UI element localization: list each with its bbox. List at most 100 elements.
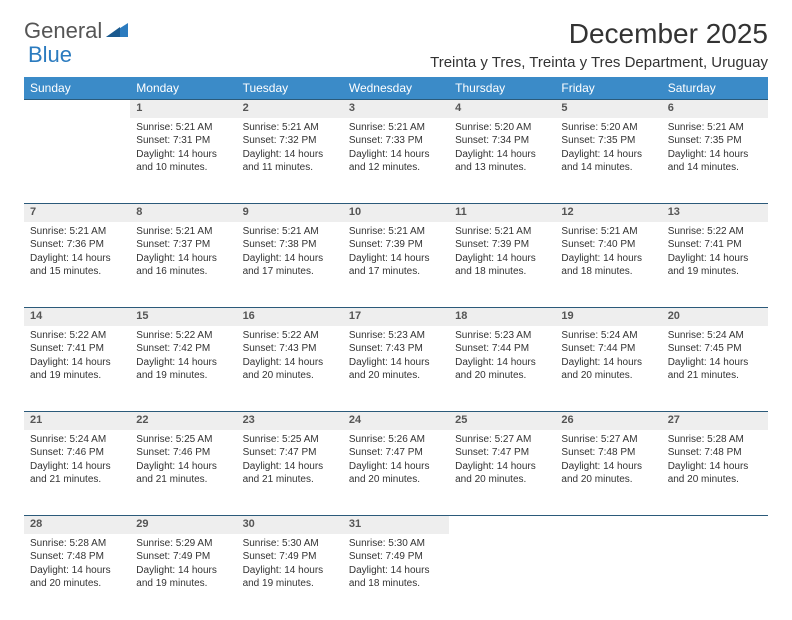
day-content-cell: Sunrise: 5:21 AMSunset: 7:36 PMDaylight:… [24, 222, 130, 308]
daylight-text: Daylight: 14 hours and 20 minutes. [668, 460, 762, 487]
sunset-text: Sunset: 7:48 PM [561, 446, 655, 460]
day-content-cell: Sunrise: 5:24 AMSunset: 7:46 PMDaylight:… [24, 430, 130, 516]
logo-text-general: General [24, 18, 102, 44]
day-number-cell: 7 [24, 204, 130, 222]
logo-text-blue-wrap: Blue [28, 42, 72, 68]
day-content-cell: Sunrise: 5:21 AMSunset: 7:37 PMDaylight:… [130, 222, 236, 308]
daylight-text: Daylight: 14 hours and 20 minutes. [349, 460, 443, 487]
sunset-text: Sunset: 7:43 PM [349, 342, 443, 356]
daylight-text: Daylight: 14 hours and 18 minutes. [561, 252, 655, 279]
day-number-cell: 2 [237, 100, 343, 118]
sunrise-text: Sunrise: 5:21 AM [243, 225, 337, 239]
sunrise-text: Sunrise: 5:27 AM [561, 433, 655, 447]
day-content-cell: Sunrise: 5:30 AMSunset: 7:49 PMDaylight:… [343, 534, 449, 620]
day-number-cell: 25 [449, 412, 555, 430]
day-content-cell: Sunrise: 5:20 AMSunset: 7:34 PMDaylight:… [449, 118, 555, 204]
sunrise-text: Sunrise: 5:21 AM [136, 121, 230, 135]
sunset-text: Sunset: 7:49 PM [349, 550, 443, 564]
sunrise-text: Sunrise: 5:23 AM [349, 329, 443, 343]
day-content-cell: Sunrise: 5:27 AMSunset: 7:47 PMDaylight:… [449, 430, 555, 516]
sunrise-text: Sunrise: 5:24 AM [561, 329, 655, 343]
day-content-cell: Sunrise: 5:25 AMSunset: 7:47 PMDaylight:… [237, 430, 343, 516]
day-number-cell [24, 100, 130, 118]
sunrise-text: Sunrise: 5:27 AM [455, 433, 549, 447]
daylight-text: Daylight: 14 hours and 20 minutes. [455, 460, 549, 487]
sunset-text: Sunset: 7:34 PM [455, 134, 549, 148]
sunset-text: Sunset: 7:31 PM [136, 134, 230, 148]
daylight-text: Daylight: 14 hours and 18 minutes. [455, 252, 549, 279]
weekday-header-row: Sunday Monday Tuesday Wednesday Thursday… [24, 77, 768, 100]
day-number-cell: 22 [130, 412, 236, 430]
day-content-cell: Sunrise: 5:25 AMSunset: 7:46 PMDaylight:… [130, 430, 236, 516]
day-number-cell: 10 [343, 204, 449, 222]
sunset-text: Sunset: 7:37 PM [136, 238, 230, 252]
col-thursday: Thursday [449, 77, 555, 100]
sunrise-text: Sunrise: 5:21 AM [561, 225, 655, 239]
day-number-cell: 4 [449, 100, 555, 118]
content-row: Sunrise: 5:21 AMSunset: 7:36 PMDaylight:… [24, 222, 768, 308]
content-row: Sunrise: 5:21 AMSunset: 7:31 PMDaylight:… [24, 118, 768, 204]
day-number-cell: 23 [237, 412, 343, 430]
day-content-cell: Sunrise: 5:21 AMSunset: 7:31 PMDaylight:… [130, 118, 236, 204]
sunset-text: Sunset: 7:44 PM [561, 342, 655, 356]
day-number-cell: 12 [555, 204, 661, 222]
title-block: December 2025 Treinta y Tres, Treinta y … [430, 18, 768, 71]
day-number-cell: 1 [130, 100, 236, 118]
sunset-text: Sunset: 7:47 PM [455, 446, 549, 460]
sunrise-text: Sunrise: 5:25 AM [136, 433, 230, 447]
day-content-cell: Sunrise: 5:21 AMSunset: 7:40 PMDaylight:… [555, 222, 661, 308]
day-number-cell: 20 [662, 308, 768, 326]
col-wednesday: Wednesday [343, 77, 449, 100]
day-content-cell: Sunrise: 5:29 AMSunset: 7:49 PMDaylight:… [130, 534, 236, 620]
day-number-cell: 19 [555, 308, 661, 326]
daylight-text: Daylight: 14 hours and 20 minutes. [243, 356, 337, 383]
day-content-cell: Sunrise: 5:27 AMSunset: 7:48 PMDaylight:… [555, 430, 661, 516]
sunset-text: Sunset: 7:33 PM [349, 134, 443, 148]
daynum-row: 123456 [24, 100, 768, 118]
content-row: Sunrise: 5:24 AMSunset: 7:46 PMDaylight:… [24, 430, 768, 516]
day-number-cell: 11 [449, 204, 555, 222]
sunrise-text: Sunrise: 5:21 AM [349, 121, 443, 135]
day-number-cell: 14 [24, 308, 130, 326]
daylight-text: Daylight: 14 hours and 18 minutes. [349, 564, 443, 591]
sunrise-text: Sunrise: 5:20 AM [455, 121, 549, 135]
col-tuesday: Tuesday [237, 77, 343, 100]
day-number-cell [662, 516, 768, 534]
sunset-text: Sunset: 7:43 PM [243, 342, 337, 356]
day-content-cell: Sunrise: 5:21 AMSunset: 7:35 PMDaylight:… [662, 118, 768, 204]
daynum-row: 21222324252627 [24, 412, 768, 430]
day-content-cell: Sunrise: 5:20 AMSunset: 7:35 PMDaylight:… [555, 118, 661, 204]
day-content-cell: Sunrise: 5:24 AMSunset: 7:44 PMDaylight:… [555, 326, 661, 412]
sunset-text: Sunset: 7:42 PM [136, 342, 230, 356]
day-content-cell: Sunrise: 5:28 AMSunset: 7:48 PMDaylight:… [24, 534, 130, 620]
day-number-cell: 3 [343, 100, 449, 118]
sunrise-text: Sunrise: 5:23 AM [455, 329, 549, 343]
daylight-text: Daylight: 14 hours and 21 minutes. [668, 356, 762, 383]
day-content-cell [555, 534, 661, 620]
sunset-text: Sunset: 7:35 PM [668, 134, 762, 148]
daylight-text: Daylight: 14 hours and 16 minutes. [136, 252, 230, 279]
content-row: Sunrise: 5:28 AMSunset: 7:48 PMDaylight:… [24, 534, 768, 620]
daylight-text: Daylight: 14 hours and 15 minutes. [30, 252, 124, 279]
daylight-text: Daylight: 14 hours and 20 minutes. [455, 356, 549, 383]
sunrise-text: Sunrise: 5:21 AM [136, 225, 230, 239]
col-sunday: Sunday [24, 77, 130, 100]
sunset-text: Sunset: 7:41 PM [668, 238, 762, 252]
daylight-text: Daylight: 14 hours and 10 minutes. [136, 148, 230, 175]
daylight-text: Daylight: 14 hours and 11 minutes. [243, 148, 337, 175]
day-number-cell: 27 [662, 412, 768, 430]
sunset-text: Sunset: 7:46 PM [136, 446, 230, 460]
daylight-text: Daylight: 14 hours and 14 minutes. [561, 148, 655, 175]
day-number-cell: 17 [343, 308, 449, 326]
logo-text-blue: Blue [28, 42, 72, 67]
daylight-text: Daylight: 14 hours and 17 minutes. [243, 252, 337, 279]
day-number-cell: 15 [130, 308, 236, 326]
day-content-cell: Sunrise: 5:21 AMSunset: 7:33 PMDaylight:… [343, 118, 449, 204]
location: Treinta y Tres, Treinta y Tres Departmen… [430, 54, 768, 71]
header: General December 2025 Treinta y Tres, Tr… [24, 18, 768, 71]
day-content-cell [662, 534, 768, 620]
sunrise-text: Sunrise: 5:21 AM [455, 225, 549, 239]
sunset-text: Sunset: 7:48 PM [30, 550, 124, 564]
day-number-cell: 16 [237, 308, 343, 326]
daylight-text: Daylight: 14 hours and 12 minutes. [349, 148, 443, 175]
